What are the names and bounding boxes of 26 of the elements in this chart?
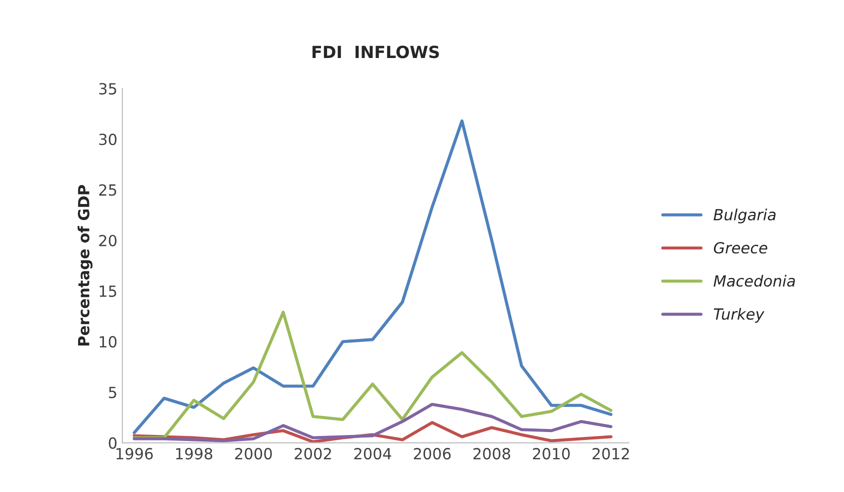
y-tick-label: 5 (108, 386, 116, 398)
x-tick-label: 2000 (235, 448, 272, 460)
x-tick-label: 1998 (176, 448, 212, 460)
x-tick-label: 2002 (294, 448, 331, 460)
line-series (132, 119, 612, 434)
x-tick-label: 2006 (414, 448, 451, 460)
y-tick-label: 30 (99, 134, 117, 146)
x-tick-label: 2012 (592, 448, 629, 460)
y-axis-title: Percentage of GDP (78, 185, 93, 346)
y-tick-label: 35 (99, 83, 116, 95)
chart-title: FDI INFLOWS (312, 46, 439, 58)
y-tick-label: 15 (100, 286, 116, 298)
y-tick-label: 0 (108, 437, 117, 449)
x-tick-label: 2004 (354, 448, 392, 460)
x-tick-label: 2008 (473, 448, 510, 460)
line-series (132, 402, 612, 442)
legend-label: Greece (714, 242, 768, 254)
legend-label: Macedonia (714, 274, 795, 287)
line-series (132, 310, 612, 440)
x-tick-label: 1996 (116, 448, 153, 460)
legend-label: Turkey (714, 308, 764, 323)
y-tick-label: 25 (99, 184, 116, 196)
y-tick-label: 10 (100, 336, 117, 348)
y-tick-label: 20 (99, 234, 117, 246)
legend-label: Bulgaria (714, 208, 776, 224)
x-tick-label: 2010 (533, 448, 570, 460)
